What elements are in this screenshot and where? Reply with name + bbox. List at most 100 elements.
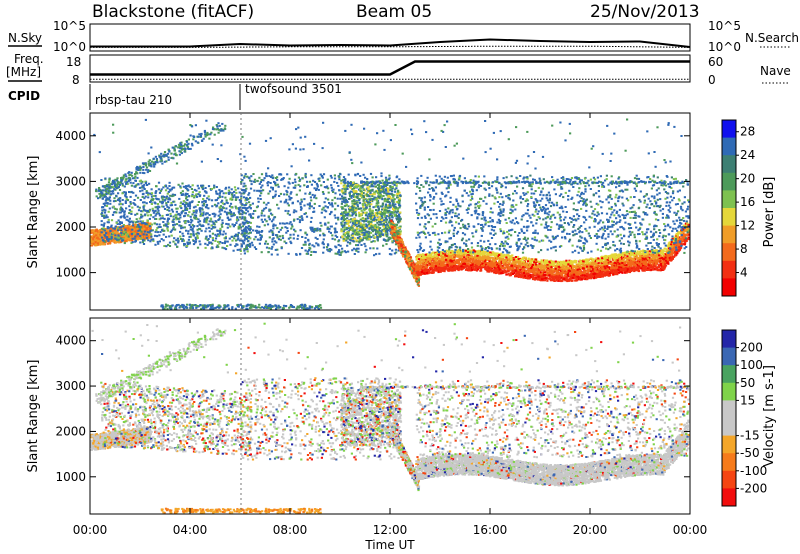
scatter-cell: [128, 171, 130, 173]
scatter-cell: [103, 243, 105, 245]
scatter-cell: [216, 235, 218, 237]
scatter-cell: [169, 182, 171, 184]
scatter-cell: [338, 189, 340, 191]
scatter-cell: [132, 192, 134, 194]
scatter-cell: [386, 235, 388, 237]
scatter-cell: [253, 181, 255, 183]
scatter-cell: [273, 237, 275, 239]
scatter-cell: [346, 227, 348, 229]
scatter-cell: [399, 206, 401, 208]
scatter-cell: [117, 229, 119, 231]
scatter-cell: [225, 237, 227, 239]
scatter-cell: [341, 203, 343, 205]
scatter-cell: [123, 213, 125, 215]
scatter-cell: [269, 209, 271, 211]
scatter-cell: [383, 226, 385, 228]
scatter-cell: [188, 243, 190, 245]
scatter-cell: [392, 216, 394, 218]
scatter-cell: [101, 209, 103, 211]
scatter-cell: [391, 250, 393, 252]
scatter-cell: [149, 201, 151, 203]
scatter-cell: [354, 196, 356, 198]
scatter-cell: [326, 246, 328, 248]
scatter-cell: [107, 216, 109, 218]
scatter-cell: [308, 247, 310, 249]
scatter-cell: [248, 192, 250, 194]
scatter-cell: [372, 198, 374, 200]
noise-left-tick-bottom: 10^0: [53, 40, 86, 54]
scatter-cell: [214, 214, 216, 216]
scatter-cell: [397, 191, 399, 193]
scatter-cell: [191, 200, 193, 202]
scatter-cell: [370, 198, 372, 200]
scatter-cell: [228, 187, 230, 189]
scatter-cell: [137, 233, 139, 235]
scatter-cell: [159, 214, 161, 216]
scatter-cell: [173, 187, 175, 189]
scatter-cell: [237, 235, 239, 237]
scatter-cell: [353, 220, 355, 222]
scatter-cell: [322, 242, 324, 244]
scatter-cell: [187, 230, 189, 232]
scatter-cell: [158, 213, 160, 215]
scatter-cell: [303, 198, 305, 200]
scatter-cell: [151, 203, 153, 205]
scatter-cell: [121, 234, 123, 236]
scatter-cell: [184, 212, 186, 214]
scatter-cell: [214, 215, 216, 217]
scatter-cell: [179, 154, 181, 156]
scatter-cell: [247, 210, 249, 212]
scatter-cell: [237, 196, 239, 198]
scatter-cell: [328, 192, 330, 194]
scatter-cell: [211, 205, 213, 207]
scatter-cell: [375, 253, 377, 255]
scatter-cell: [341, 189, 343, 191]
scatter-cell: [100, 191, 102, 193]
scatter-cell: [343, 186, 345, 188]
scatter-cell: [368, 203, 370, 205]
scatter-cell: [113, 211, 115, 213]
scatter-cell: [249, 204, 251, 206]
scatter-cell: [318, 178, 320, 180]
scatter-cell: [400, 230, 402, 232]
scatter-cell: [289, 178, 291, 180]
scatter-cell: [247, 240, 249, 242]
scatter-cell: [190, 222, 192, 224]
scatter-cell: [221, 226, 223, 228]
scatter-cell: [381, 206, 383, 208]
scatter-cell: [155, 185, 157, 187]
nsky-series-line: [90, 40, 690, 48]
scatter-cell: [244, 252, 246, 254]
scatter-cell: [391, 189, 393, 191]
scatter-cell: [125, 202, 127, 204]
scatter-cell: [362, 203, 364, 205]
scatter-cell: [392, 197, 394, 199]
scatter-cell: [184, 143, 186, 145]
scatter-cell: [233, 225, 235, 227]
scatter-cell: [391, 211, 393, 213]
scatter-cell: [337, 205, 339, 207]
scatter-cell: [177, 238, 179, 240]
scatter-cell: [330, 232, 332, 234]
scatter-cell: [292, 182, 294, 184]
scatter-cell: [251, 242, 253, 244]
scatter-cell: [174, 149, 176, 151]
scatter-cell: [357, 173, 359, 175]
scatter-cell: [341, 235, 343, 237]
scatter-cell: [199, 223, 201, 225]
scatter-cell: [346, 217, 348, 219]
scatter-cell: [334, 239, 336, 241]
scatter-cell: [297, 200, 299, 202]
scatter-cell: [166, 224, 168, 226]
scatter-cell: [235, 196, 237, 198]
scatter-cell: [109, 203, 111, 205]
scatter-cell: [285, 190, 287, 192]
scatter-cell: [249, 213, 251, 215]
scatter-cell: [235, 192, 237, 194]
scatter-cell: [131, 175, 133, 177]
scatter-cell: [169, 245, 171, 247]
scatter-cell: [259, 243, 261, 245]
scatter-cell: [237, 249, 239, 251]
scatter-cell: [213, 185, 215, 187]
scatter-cell: [137, 183, 139, 185]
